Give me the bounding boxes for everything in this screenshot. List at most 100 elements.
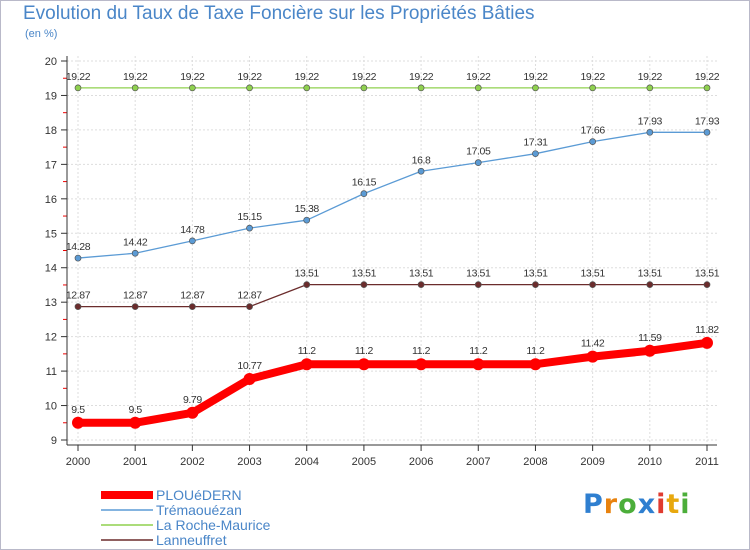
x-tick-label: 2003 <box>237 456 261 468</box>
data-label: 13.51 <box>352 268 377 280</box>
data-point <box>586 350 599 363</box>
logo-letter: i <box>680 489 691 520</box>
y-tick-label: 11 <box>46 366 57 378</box>
data-label: 19.22 <box>638 71 663 83</box>
data-label: 12.87 <box>123 290 148 302</box>
data-point <box>357 358 370 371</box>
data-label: 14.42 <box>123 236 148 248</box>
data-label: 17.05 <box>466 146 491 158</box>
data-point <box>589 84 596 92</box>
series-line-1 <box>77 131 708 259</box>
data-point <box>472 358 485 371</box>
proxiti-logo: Proxiti <box>583 489 691 520</box>
x-tick-label: 2005 <box>352 456 376 468</box>
x-tick-label: 2007 <box>466 456 490 468</box>
data-label: 9.5 <box>71 404 85 416</box>
grid-layer <box>67 56 717 445</box>
data-point <box>189 237 196 245</box>
legend-label: PLOUéDERN <box>156 487 242 503</box>
data-point <box>74 84 82 92</box>
x-tick-label: 2002 <box>180 456 204 468</box>
data-label: 13.51 <box>580 268 605 280</box>
data-point <box>646 281 654 288</box>
y-tick-label: 13 <box>45 297 57 309</box>
data-label: 19.22 <box>409 71 434 83</box>
data-label: 11.2 <box>469 345 488 357</box>
data-label: 9.79 <box>183 394 202 406</box>
data-label: 12.87 <box>237 290 262 302</box>
data-label: 19.22 <box>695 71 720 83</box>
legend-label: Trémaouézan <box>156 502 242 518</box>
series-line-3 <box>77 283 708 308</box>
data-point <box>189 303 196 311</box>
data-label: 17.93 <box>695 115 720 127</box>
data-label: 13.51 <box>638 268 663 280</box>
data-point <box>246 84 253 92</box>
chart-subtitle: (en %) <box>25 28 58 40</box>
logo-letter: t <box>666 489 681 520</box>
y-tick-label: 17 <box>45 159 57 171</box>
data-label: 11.2 <box>526 345 545 357</box>
y-tick-label: 15 <box>45 228 57 240</box>
data-label: 19.22 <box>66 71 91 83</box>
data-point <box>360 84 368 92</box>
data-point <box>646 128 654 136</box>
data-label: 19.22 <box>295 71 320 83</box>
data-point <box>303 84 311 92</box>
data-label: 11.2 <box>298 345 317 357</box>
series-line-0 <box>74 338 711 427</box>
y-tick-label: 16 <box>45 194 57 206</box>
data-point <box>131 303 139 311</box>
data-label: 11.42 <box>581 338 605 350</box>
data-point <box>186 406 199 419</box>
data-point <box>129 416 142 429</box>
data-label: 11.82 <box>695 324 719 336</box>
data-point <box>415 358 428 371</box>
data-label: 9.5 <box>128 404 142 416</box>
data-point <box>703 84 711 92</box>
y-tick-label: 10 <box>45 401 57 413</box>
data-label: 13.51 <box>523 268 548 280</box>
axis-layer: 9 10 11 12 13 14 15 16 17 18 19 20 2000 2001 2002 2003 2… <box>45 56 719 468</box>
data-point <box>303 216 311 224</box>
data-label: 13.51 <box>695 268 720 280</box>
data-point <box>74 254 82 262</box>
x-tick-label: 2001 <box>123 456 147 468</box>
data-label: 11.59 <box>638 332 662 344</box>
label-layer: 12.87 12.87 12.87 12.87 13.51 13.51 13.51 13.51… <box>66 71 720 416</box>
data-point <box>532 281 539 288</box>
data-point <box>131 249 139 257</box>
data-point <box>646 84 654 92</box>
data-label: 12.87 <box>66 290 91 302</box>
data-point <box>474 84 482 92</box>
data-point <box>360 281 368 288</box>
data-point <box>303 281 311 288</box>
y-tick-label: 19 <box>45 90 57 102</box>
y-tick-label: 14 <box>45 263 57 275</box>
data-label: 17.66 <box>580 125 605 137</box>
data-label: 19.22 <box>466 71 491 83</box>
data-point <box>246 224 253 232</box>
x-tick-label: 2009 <box>580 456 604 468</box>
data-point <box>417 167 425 175</box>
data-label: 16.8 <box>412 154 431 166</box>
data-point <box>529 358 542 371</box>
data-label: 19.22 <box>523 71 548 83</box>
data-label: 16.15 <box>352 177 377 189</box>
data-point <box>589 138 596 145</box>
data-point <box>72 416 84 429</box>
data-point <box>246 303 253 311</box>
legend-label: Lanneuffret <box>156 532 227 548</box>
data-point <box>643 344 656 357</box>
data-point <box>300 358 313 371</box>
y-tick-label: 20 <box>45 56 57 68</box>
data-label: 19.22 <box>180 71 205 83</box>
data-point <box>703 281 711 288</box>
data-point <box>417 281 425 288</box>
data-label: 19.22 <box>123 71 148 83</box>
chart-title: Evolution du Taux de Taxe Foncière sur l… <box>23 3 535 24</box>
data-label: 14.28 <box>66 241 91 253</box>
data-label: 10.77 <box>237 360 262 372</box>
